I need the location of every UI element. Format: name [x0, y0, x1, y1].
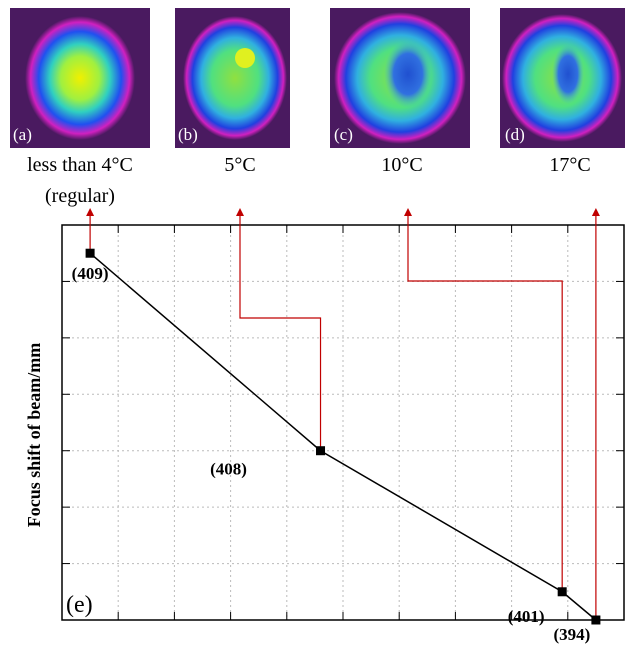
panel-tag: (c) [334, 125, 353, 144]
beam-images [10, 8, 625, 148]
point [86, 249, 95, 258]
arrow-head [404, 208, 412, 216]
arrow-head [592, 208, 600, 216]
panel-tag: (d) [505, 125, 525, 144]
caption: less than 4°C [27, 154, 133, 176]
point-label: (409) [72, 264, 109, 283]
point-label: (408) [210, 460, 247, 479]
point [591, 616, 600, 625]
caption: (regular) [45, 185, 115, 207]
arrow-head [86, 208, 94, 216]
caption: 5°C [224, 154, 255, 176]
caption: 10°C [381, 154, 422, 176]
arrow [240, 212, 321, 451]
panel-tag: (a) [13, 125, 32, 144]
caption: 17°C [549, 154, 590, 176]
point [558, 587, 567, 596]
point [316, 446, 325, 455]
panel-tag: (b) [178, 125, 198, 144]
arrow-head [236, 208, 244, 216]
arrow [408, 212, 562, 592]
figure: (a) (b) (c) (d) less than 4°C (regular) … [0, 0, 638, 648]
panel-tag: (e) [66, 592, 93, 618]
point-label: (394) [553, 625, 590, 644]
point-label: (401) [508, 607, 545, 626]
y-axis-label: Focus shift of beam/mm [24, 343, 44, 527]
